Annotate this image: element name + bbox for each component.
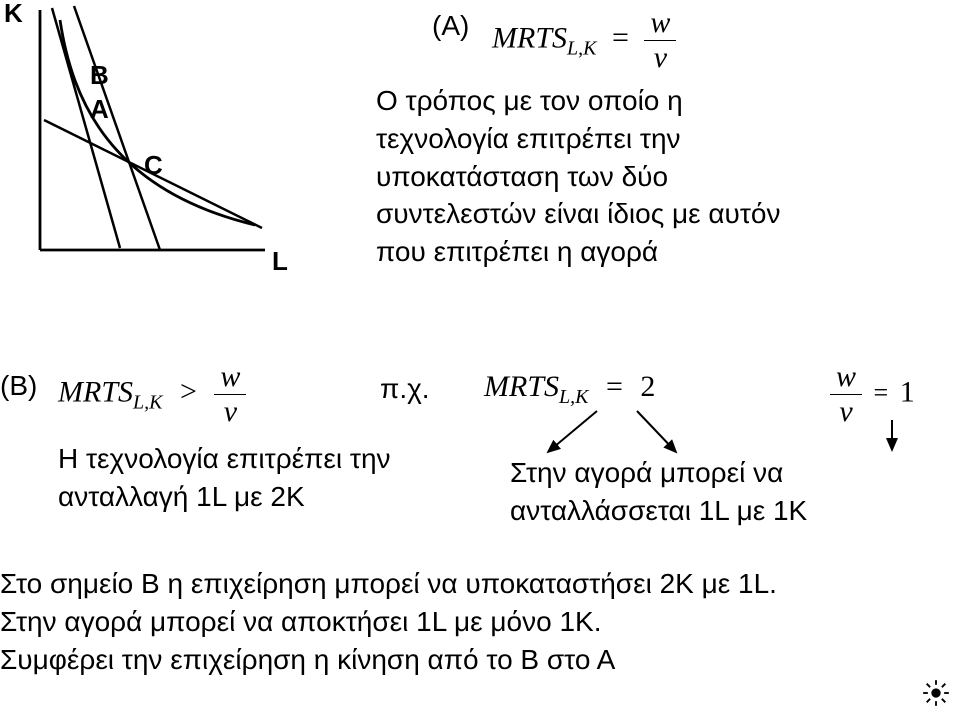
arrow-right	[637, 411, 676, 452]
bottom-line2: Στην αγορά μπορεί να αποκτήσει 1L με μόν…	[0, 603, 940, 641]
sun-icon	[922, 679, 950, 707]
left-line2: ανταλλαγή 1L με 2K	[58, 478, 478, 516]
arrow-left	[548, 411, 597, 452]
bottom-paragraph: Στο σημείο B η επιχείρηση μπορεί να υποκ…	[0, 565, 940, 678]
right-line1: Στην αγορά μπορεί να	[510, 454, 940, 492]
right-explanation: Στην αγορά μπορεί να ανταλλάσσεται 1L με…	[510, 454, 940, 530]
right-line2: ανταλλάσσεται 1L με 1Κ	[510, 492, 940, 530]
bottom-line1: Στο σημείο B η επιχείρηση μπορεί να υποκ…	[0, 565, 940, 603]
bottom-line3: Συμφέρει την επιχείρηση η κίνηση από το …	[0, 641, 940, 679]
left-line1: Η τεχνολογία επιτρέπει την	[58, 440, 478, 478]
left-explanation: Η τεχνολογία επιτρέπει την ανταλλαγή 1L …	[58, 440, 478, 516]
